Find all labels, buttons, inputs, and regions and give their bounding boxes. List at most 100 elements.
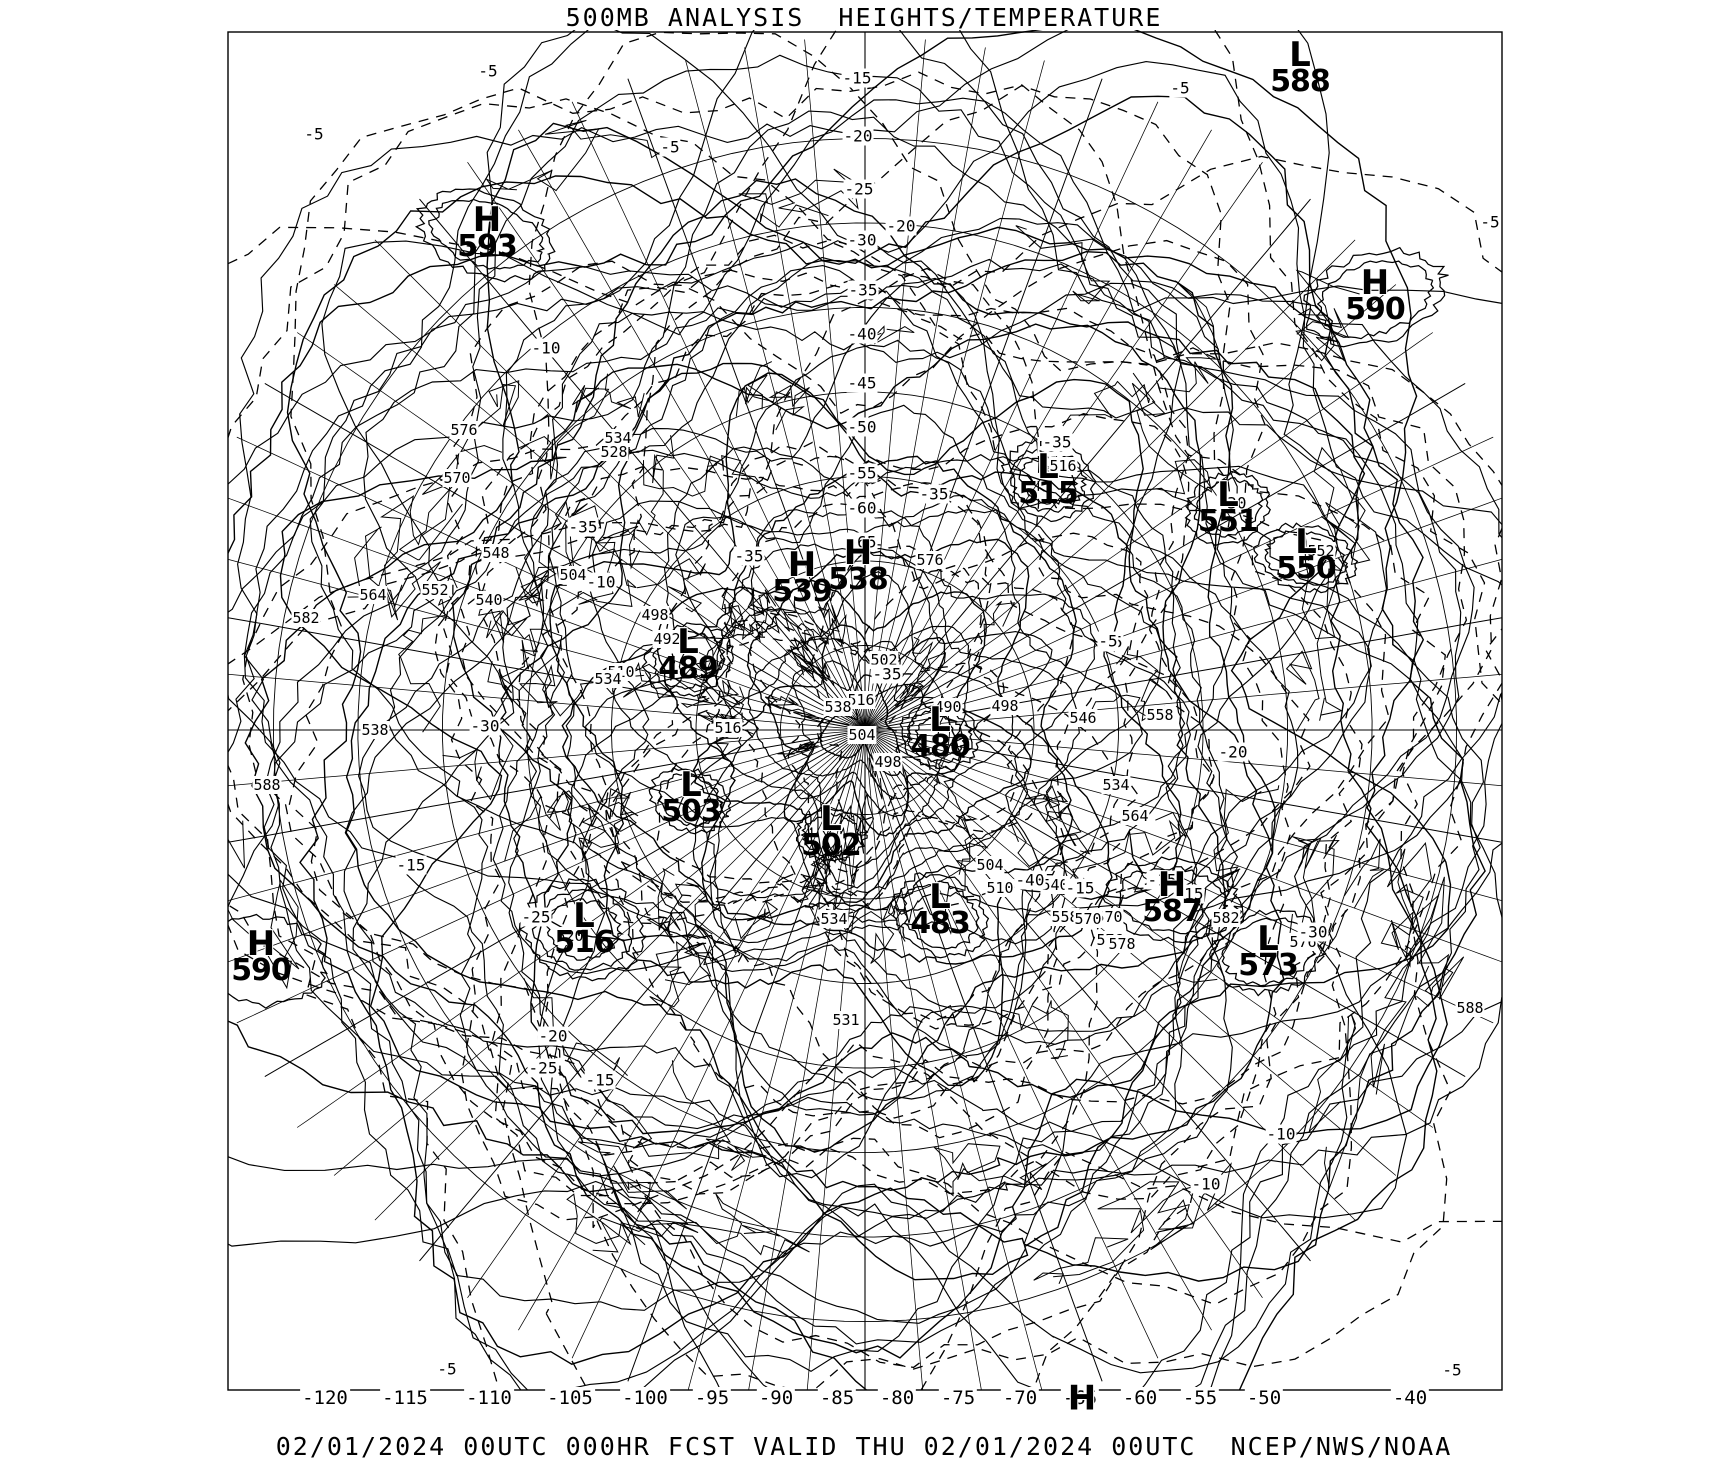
center-height-value: 550 [1276, 551, 1337, 587]
low-center-marker[interactable]: L 515 [1018, 447, 1079, 512]
temperature-contour-label: -15 [841, 68, 873, 88]
temperature-contour-label: -30 [1297, 922, 1329, 942]
height-contour-label: 546 [1068, 709, 1098, 727]
center-height-value: 502 [801, 828, 862, 864]
temperature-contour-label: -10 [585, 572, 617, 592]
center-height-value: 480 [910, 729, 971, 765]
height-contour-label: 540 [474, 591, 504, 609]
height-contour-label: 516 [846, 691, 876, 709]
temperature-contour-label: -5 [436, 1359, 458, 1379]
low-center-marker[interactable]: L 483 [910, 877, 971, 942]
height-contour-label: 516 [1048, 457, 1078, 475]
low-center-marker[interactable]: L 503 [661, 768, 722, 830]
center-height-value: 503 [661, 794, 722, 830]
low-center-marker[interactable]: L 480 [910, 700, 971, 765]
height-contour-label: 504 [975, 856, 1005, 874]
high-center-marker[interactable]: H 587 [1142, 865, 1203, 930]
temperature-contour-label: -5 [659, 137, 681, 157]
temperature-contour-label: -35 [847, 280, 879, 300]
high-center-marker[interactable]: H 538 [828, 533, 889, 598]
height-contour-label: 558 [1050, 908, 1080, 926]
temperature-contour-label: -15 [1064, 878, 1096, 898]
temperature-contour-label: -35 [1041, 432, 1073, 452]
low-l-glyph: L [1257, 919, 1279, 960]
temperature-contour-label: -15 [1146, 870, 1178, 890]
high-center-marker[interactable]: H 539 [772, 545, 833, 607]
longitude-tick-label: -120 [300, 1387, 350, 1409]
temperature-contours [228, 30, 1502, 1390]
map-canvas[interactable]: 5765705485045645525405824984925105385165… [0, 30, 1728, 1420]
longitude-tick-label: -110 [464, 1387, 514, 1409]
temperature-contour-label: -10 [530, 338, 562, 358]
high-h-glyph: H [472, 200, 502, 241]
temperature-contour-label: -55 [846, 463, 878, 483]
height-contour-label: 516 [713, 719, 743, 737]
temperature-contour-label: -20 [1217, 742, 1249, 762]
low-l-glyph: L [677, 622, 699, 663]
height-contour-label: 564 [1120, 807, 1150, 825]
high-center-marker[interactable]: H 593 [457, 200, 518, 262]
center-height-value: 538 [828, 562, 889, 598]
height-contour-label: 570 [1073, 910, 1103, 928]
center-height-value: 515 [1018, 476, 1079, 512]
high-center-marker[interactable]: H 590 [231, 927, 292, 986]
temperature-contour-label: -25 [843, 179, 875, 199]
low-center-marker[interactable]: L 588 [1270, 38, 1331, 97]
temperature-contour-label: -65 [846, 532, 878, 552]
longitude-tick-label: -70 [1000, 1387, 1040, 1409]
temperature-contour-label: -40 [846, 324, 878, 344]
low-center-marker[interactable]: L 502 [801, 802, 862, 864]
low-center-marker[interactable]: L 489 [658, 622, 719, 687]
height-contour-label: 510 [985, 879, 1015, 897]
height-contour-label: 531 [831, 1011, 861, 1029]
temperature-contour-label: -45 [846, 373, 878, 393]
longitude-tick-label: -115 [380, 1387, 430, 1409]
longitude-tick-label: -80 [877, 1387, 917, 1409]
height-contour-label: 528 [599, 443, 629, 461]
footer-status: 02/01/2024 00UTC 000HR FCST VALID THU 02… [275, 1431, 1453, 1461]
low-center-marker[interactable]: L 551 [1198, 475, 1259, 540]
temperature-contour-label: -15 [1173, 884, 1205, 904]
height-contour-label: 552 [1306, 542, 1336, 560]
low-l-glyph: L [1037, 447, 1059, 488]
longitude-tick-label: -85 [817, 1387, 857, 1409]
center-height-value: 551 [1198, 504, 1259, 540]
low-l-glyph: L [1217, 475, 1239, 516]
height-contour-label: 564 [358, 586, 388, 604]
height-contour-label: 534 [603, 429, 633, 447]
temperature-contour-label: -5 [1097, 631, 1119, 651]
temperature-contour-label: -5 [477, 61, 499, 81]
height-contour-label: 578 [1107, 935, 1137, 953]
page-title: 500MB ANALYSIS HEIGHTS/TEMPERATURE [565, 2, 1163, 32]
height-contour-label: 576 [915, 551, 945, 569]
high-h-glyph: H [1157, 865, 1187, 906]
low-center-marker[interactable]: L 550 [1276, 525, 1337, 587]
high-h-glyph: H [843, 533, 873, 574]
height-contour-label: 498 [990, 697, 1020, 715]
height-contour-label: 498 [873, 753, 903, 771]
center-height-value: 489 [658, 651, 719, 687]
high-h-glyph: H [1360, 263, 1390, 304]
height-contour-label: 504 [558, 566, 588, 584]
low-center-marker[interactable]: L 516 [554, 899, 615, 958]
height-contour-label: 570 [442, 469, 472, 487]
height-contour-label: 492 [652, 630, 682, 648]
height-contour-label: 576 [449, 421, 479, 439]
temperature-contour-label: -10 [1190, 1174, 1222, 1194]
center-height-value: 483 [910, 906, 971, 942]
height-contour-label: 534 [1101, 776, 1131, 794]
high-center-marker[interactable]: H [1068, 1381, 1096, 1415]
high-center-marker[interactable]: H 590 [1345, 263, 1406, 325]
temperature-contour-label: -30 [1216, 493, 1248, 513]
high-h-glyph: H [787, 545, 817, 586]
low-l-glyph: L [929, 700, 951, 741]
temperature-contour-label: -20 [537, 1026, 569, 1046]
height-contour-label: 582 [1211, 909, 1241, 927]
low-l-glyph: L [929, 877, 951, 918]
height-contour-label: 558 [1145, 706, 1175, 724]
height-contour-label: 534 [593, 670, 623, 688]
center-height-value: 587 [1142, 894, 1203, 930]
height-contour-label: 582 [291, 609, 321, 627]
low-center-marker[interactable]: L 573 [1238, 919, 1299, 981]
